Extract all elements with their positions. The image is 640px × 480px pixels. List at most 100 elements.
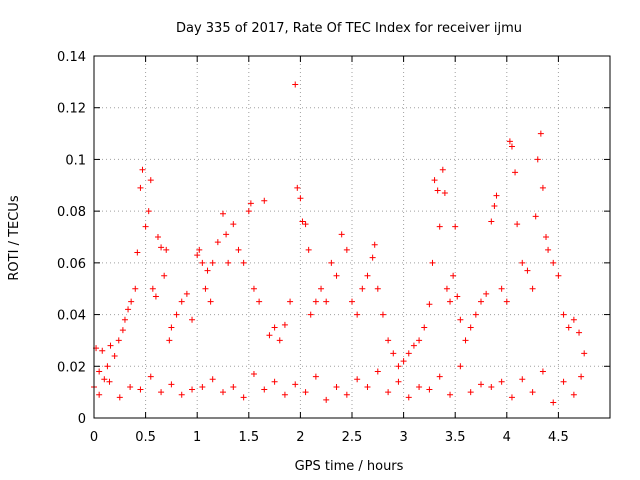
data-point (416, 383, 423, 390)
data-point (183, 290, 190, 297)
data-point (431, 177, 438, 184)
data-point (390, 350, 397, 357)
data-point (434, 187, 441, 194)
data-point (416, 337, 423, 344)
y-tick-label: 0.1 (65, 153, 86, 168)
data-point (189, 386, 196, 393)
data-point (152, 293, 159, 300)
data-point (196, 246, 203, 253)
data-point (436, 373, 443, 380)
data-point (292, 81, 299, 88)
data-point (101, 376, 108, 383)
data-point (266, 332, 273, 339)
data-point (116, 394, 123, 401)
data-point (539, 368, 546, 375)
data-point (537, 130, 544, 137)
data-point (119, 327, 126, 334)
data-point (139, 166, 146, 173)
data-point (137, 386, 144, 393)
data-point (581, 350, 588, 357)
x-tick-label: 2 (296, 430, 304, 445)
x-tick-label: 3.5 (445, 430, 466, 445)
data-point (111, 352, 118, 359)
data-point (161, 272, 168, 279)
data-point (436, 223, 443, 230)
data-point (457, 363, 464, 370)
data-point (194, 252, 201, 259)
data-point (503, 298, 510, 305)
data-point (147, 177, 154, 184)
data-point (199, 383, 206, 390)
data-point (410, 342, 417, 349)
data-point (137, 184, 144, 191)
data-point (173, 311, 180, 318)
x-tick-label: 0 (90, 430, 98, 445)
data-point (107, 342, 114, 349)
data-point (506, 138, 513, 145)
data-point (565, 324, 572, 331)
data-point (127, 383, 134, 390)
data-point (439, 166, 446, 173)
y-tick-label: 0.12 (57, 102, 86, 117)
data-point (261, 197, 268, 204)
data-point (230, 221, 237, 228)
data-point (96, 391, 103, 398)
data-point (299, 218, 306, 225)
data-point (369, 254, 376, 261)
data-point (294, 184, 301, 191)
data-point (426, 301, 433, 308)
data-point (488, 383, 495, 390)
data-point (488, 218, 495, 225)
data-point (443, 285, 450, 292)
data-point (462, 337, 469, 344)
data-point (395, 363, 402, 370)
data-point (230, 383, 237, 390)
data-point (292, 381, 299, 388)
data-point (374, 368, 381, 375)
y-tick-label: 0.02 (57, 360, 86, 375)
data-point (134, 249, 141, 256)
data-point (199, 259, 206, 266)
data-point (223, 231, 230, 238)
data-point (400, 358, 407, 365)
data-point (247, 200, 254, 207)
data-point (364, 383, 371, 390)
data-point (145, 208, 152, 215)
data-point (154, 234, 161, 240)
data-point (508, 143, 515, 150)
data-point (349, 298, 355, 305)
data-point (163, 246, 170, 253)
data-point (493, 192, 500, 199)
x-tick-label: 0.5 (135, 430, 156, 445)
data-point (333, 383, 340, 390)
data-point (512, 169, 519, 176)
x-tick-label: 1 (193, 430, 201, 445)
data-point (354, 376, 361, 383)
data-point (338, 231, 345, 238)
data-point (570, 316, 577, 323)
data-point (147, 373, 154, 380)
data-point (543, 234, 550, 240)
y-axis: 0 0.02 0.04 0.06 0.08 0.1 0.12 0.14 (57, 50, 610, 427)
data-point (343, 246, 350, 253)
data-point (261, 386, 268, 393)
data-point (343, 391, 350, 398)
data-point (560, 311, 567, 318)
x-tick-label: 4.5 (548, 430, 569, 445)
x-axis: 0 0.5 1 1.5 2 2.5 3 3.5 4 4.5 (90, 56, 569, 445)
data-point (498, 378, 505, 385)
data-point (225, 259, 232, 266)
data-point (426, 386, 433, 393)
data-point (519, 376, 526, 383)
data-point (297, 195, 304, 202)
data-point (256, 298, 263, 305)
data-point (202, 285, 209, 292)
data-point (578, 373, 585, 380)
x-axis-label: GPS time / hours (295, 459, 404, 474)
data-point (99, 347, 106, 354)
data-point (576, 329, 583, 336)
data-point (429, 259, 436, 266)
data-point (240, 259, 247, 266)
y-tick-label: 0.06 (57, 257, 86, 272)
